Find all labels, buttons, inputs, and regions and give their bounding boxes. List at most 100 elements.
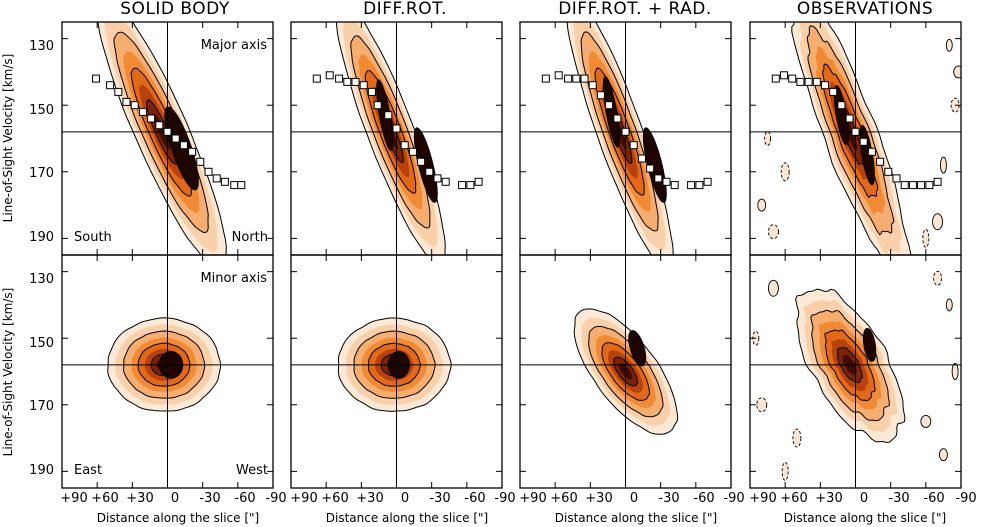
noise-contour — [792, 428, 802, 448]
y-axis-label-bottom: Line-of-Sight Velocity [km/s] — [1, 288, 15, 457]
rotation-curve-point — [687, 181, 696, 190]
x-tick-label: -90 — [955, 491, 976, 506]
rotation-curve-point — [637, 154, 646, 163]
rotation-curve-point — [588, 81, 597, 90]
x-tick-label: +30 — [356, 491, 383, 506]
x-tick-label: 0 — [171, 491, 179, 506]
rotation-curve-point — [851, 127, 860, 136]
rotation-curve-point — [196, 157, 205, 166]
rotation-curve-point — [230, 181, 239, 190]
column-title-observations: OBSERVATIONS — [797, 0, 933, 19]
rotation-curve-point — [859, 137, 868, 146]
rotation-curve-point — [220, 177, 229, 186]
rotation-curve-point — [325, 71, 334, 80]
y-tick-label: 150 — [29, 103, 54, 118]
rotation-curve-point — [812, 77, 821, 86]
x-tick-labels-col2: +90 +60 +30 0 -30 -60 -90 — [290, 491, 515, 506]
noise-contour — [945, 38, 953, 52]
x-tick-label: -60 — [923, 491, 944, 506]
noise-contour — [945, 298, 953, 312]
x-tick-label: +30 — [126, 491, 153, 506]
noise-contour — [951, 363, 959, 380]
x-tick-label: +60 — [780, 491, 807, 506]
x-tick-label: -30 — [888, 491, 909, 506]
west-label: West — [236, 463, 268, 478]
rotation-curve-point — [788, 74, 797, 83]
x-tick-label: +30 — [815, 491, 842, 506]
x-tick-label: +30 — [585, 491, 612, 506]
x-tick-label: +60 — [550, 491, 577, 506]
noise-contour — [953, 65, 961, 79]
rotation-curve-point — [780, 71, 788, 80]
panel-frames — [61, 21, 962, 489]
rotation-curve-point — [554, 71, 563, 80]
y-tick-label: 170 — [29, 399, 54, 414]
rotation-curve-point — [171, 134, 180, 143]
noise-contour — [920, 414, 932, 428]
rotation-curve-point — [845, 114, 854, 123]
rotation-curve-point — [179, 141, 188, 150]
x-tick-label: -30 — [658, 491, 679, 506]
x-tick-label: -90 — [494, 491, 515, 506]
rotation-curve-point — [163, 127, 172, 136]
x-tick-label: 0 — [860, 491, 868, 506]
x-tick-labels-col4: +90 +60 +30 0 -30 -60 -90 — [749, 491, 976, 506]
contour-peak — [413, 127, 438, 203]
rotation-curve-point — [343, 77, 352, 86]
noise-contour — [781, 461, 789, 481]
rotation-curve-point — [829, 87, 838, 96]
y-tick-label: 130 — [29, 39, 54, 54]
minor-axis-label: Minor axis — [200, 271, 267, 286]
x-tick-label: -90 — [265, 491, 286, 506]
x-tick-label: -60 — [464, 491, 485, 506]
panel-observations-minor — [750, 255, 961, 488]
x-tick-label: +90 — [749, 491, 776, 506]
x-tick-labels-col1: +90 +60 +30 0 -30 -60 -90 — [60, 491, 286, 506]
x-tick-label: +60 — [91, 491, 118, 506]
rotation-curve-point — [925, 181, 934, 190]
x-tick-label: +60 — [321, 491, 348, 506]
rotation-curve-point — [425, 167, 434, 176]
rotation-curve-point — [654, 174, 663, 183]
rotation-curve-point — [138, 107, 147, 116]
rotation-curve-point — [417, 157, 426, 166]
contour-peak — [642, 127, 667, 203]
panel-solid-body-minor — [62, 255, 273, 488]
rotation-curve-point — [384, 111, 393, 120]
rotation-curve-point — [821, 81, 829, 90]
rotation-curve-point — [155, 121, 164, 130]
noise-contour — [933, 270, 943, 286]
x-tick-label: -60 — [693, 491, 714, 506]
rotation-curve-point — [458, 181, 467, 190]
rotation-curve-point — [837, 101, 846, 110]
column-title-diff-rot: DIFF.ROT. — [363, 0, 447, 19]
rotation-curve-point — [884, 167, 893, 176]
rotation-curve-point — [392, 124, 401, 133]
y-tick-label: 150 — [29, 336, 54, 351]
rotation-curve-point — [892, 174, 901, 183]
rotation-curve-point — [188, 147, 197, 156]
rotation-curve-point — [351, 77, 360, 86]
rotation-curve-point — [441, 177, 450, 186]
noise-contour — [932, 213, 944, 231]
rotation-curve-point — [114, 87, 123, 96]
rotation-curve-point — [933, 177, 942, 186]
x-axis-label-4: Distance along the slice ["] — [784, 511, 946, 525]
y-axis-label-top: Line-of-Sight Velocity [km/s] — [1, 54, 15, 223]
panel-diff-rot-rad-minor — [520, 255, 731, 488]
x-axis-label-1: Distance along the slice ["] — [97, 511, 259, 525]
rotation-curve-point — [572, 74, 581, 83]
x-tick-label: -30 — [199, 491, 220, 506]
rotation-curve-point — [917, 181, 926, 190]
x-tick-label: 0 — [401, 491, 409, 506]
x-tick-labels-col3: +90 +60 +30 0 -30 -60 -90 — [519, 491, 744, 506]
y-tick-labels-bottom: 130 150 170 190 — [29, 272, 54, 478]
rotation-curve-point — [408, 147, 417, 156]
rotation-curve-point — [804, 77, 813, 86]
panel-diff-rot-rad-major — [520, 22, 731, 255]
east-label: East — [74, 463, 102, 478]
rotation-curve-point — [106, 81, 115, 90]
rotation-curve-point — [373, 101, 382, 110]
north-label: North — [232, 230, 268, 245]
panel-diff-rot-minor — [291, 255, 502, 488]
